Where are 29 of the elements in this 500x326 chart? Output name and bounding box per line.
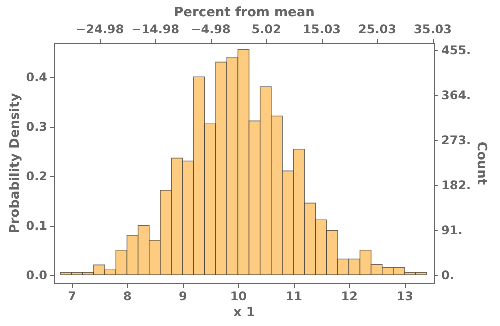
x-tick-label: 12 bbox=[341, 290, 358, 304]
x-tick-label: 13 bbox=[396, 290, 414, 304]
x2-tick-label: −4.98 bbox=[191, 22, 231, 36]
x2-tick-label: −24.98 bbox=[76, 22, 124, 36]
x-tick-label: 9 bbox=[179, 290, 188, 304]
y-tick-label: 0.4 bbox=[26, 70, 48, 85]
x2-tick-label: 25.03 bbox=[358, 22, 397, 36]
x-axis-title: x 1 bbox=[234, 306, 256, 320]
y2-tick-label: 91. bbox=[442, 224, 463, 238]
y2-tick-label: 182. bbox=[442, 178, 472, 193]
y2-tick-label: 0. bbox=[442, 268, 454, 283]
y-tick-label: 0.2 bbox=[26, 170, 48, 184]
x-tick-label: 10 bbox=[230, 290, 248, 304]
y-tick-label: 0.0 bbox=[26, 268, 48, 283]
x2-tick-label: 5.02 bbox=[252, 22, 282, 36]
x2-axis-title: Percent from mean bbox=[174, 6, 315, 20]
x2-tick-label: 15.03 bbox=[303, 22, 342, 36]
y-tick-label: 0.3 bbox=[26, 120, 48, 134]
x-tick-label: 8 bbox=[124, 290, 132, 304]
y2-axis-title: Count bbox=[474, 142, 490, 186]
y-axis-title: Probability Density bbox=[8, 92, 24, 234]
x-tick-label: 7 bbox=[68, 290, 76, 304]
x-tick-label: 11 bbox=[286, 290, 302, 304]
y-tick-label: 0.1 bbox=[26, 219, 48, 234]
y2-tick-label: 364. bbox=[442, 88, 472, 102]
y2-tick-label: 455. bbox=[442, 43, 472, 58]
x2-tick-label: −14.98 bbox=[132, 22, 180, 36]
x2-tick-label: 35.03 bbox=[414, 22, 452, 36]
y2-tick-label: 273. bbox=[442, 133, 472, 148]
